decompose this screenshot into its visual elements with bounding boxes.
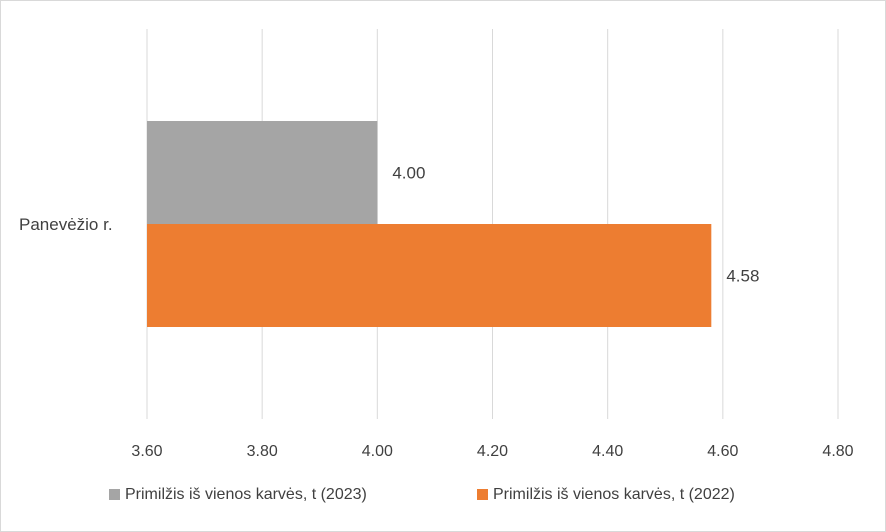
legend-swatch	[109, 489, 120, 500]
x-tick-label: 4.20	[477, 443, 508, 460]
x-tick-label: 3.80	[247, 443, 278, 460]
bars	[147, 121, 712, 327]
legend: Primilžis iš vienos karvės, t (2023) Prim…	[109, 486, 735, 503]
bar-series-1	[147, 224, 712, 327]
data-label: 4.58	[726, 267, 759, 286]
x-tick-label: 4.40	[592, 443, 623, 460]
x-axis: 3.60 3.80 4.00 4.20 4.40 4.60 4.80	[131, 443, 853, 460]
x-tick-label: 4.60	[707, 443, 738, 460]
x-tick-label: 3.60	[131, 443, 162, 460]
legend-label: Primilžis iš vienos karvės, t (2023)	[125, 486, 367, 503]
legend-label: Primilžis iš vienos karvės, t (2022)	[493, 486, 735, 503]
data-labels: 4.00 4.58	[392, 164, 759, 286]
x-tick-label: 4.00	[362, 443, 393, 460]
x-tick-label: 4.80	[822, 443, 853, 460]
bar-series-0	[147, 121, 378, 224]
data-label: 4.00	[392, 164, 425, 183]
legend-swatch	[477, 489, 488, 500]
y-axis: Panevėžio r.	[19, 215, 113, 234]
category-label: Panevėžio r.	[19, 215, 113, 234]
